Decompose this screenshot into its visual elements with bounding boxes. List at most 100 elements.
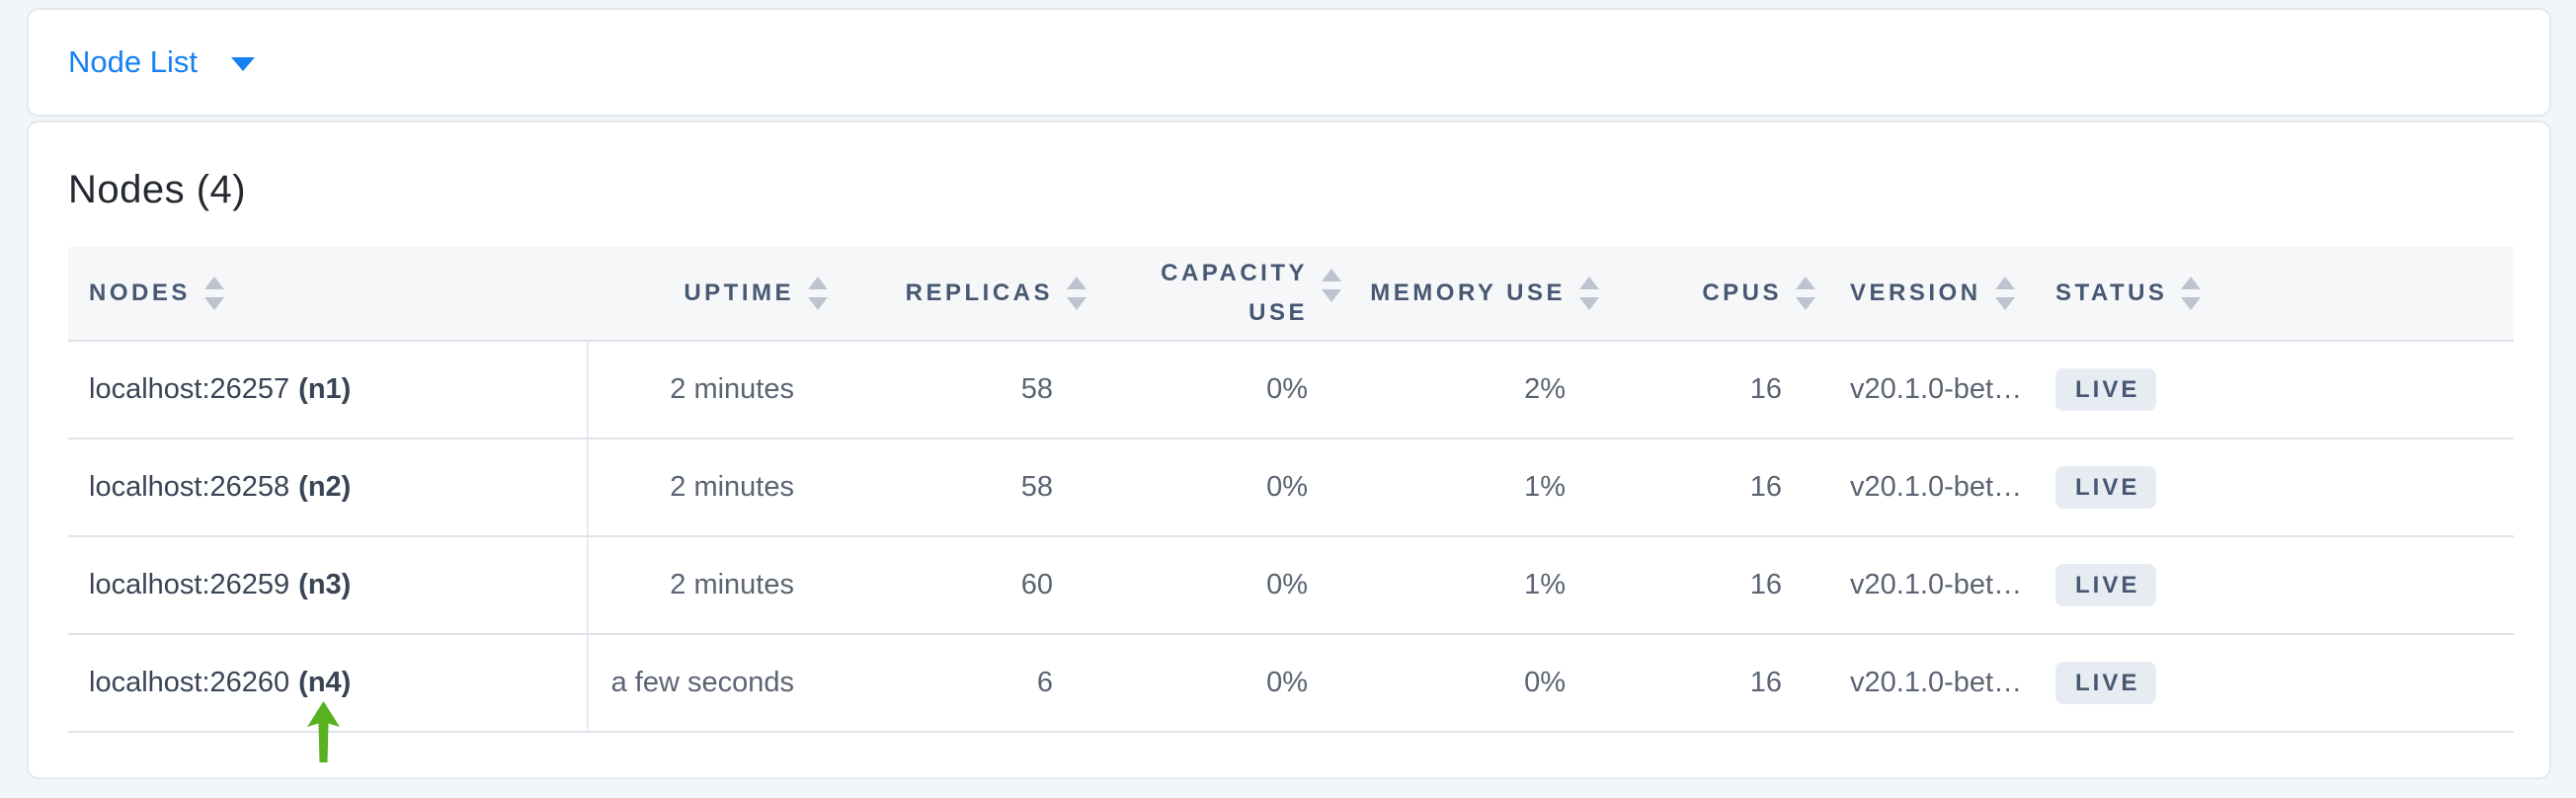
- view-selector-bar: Node List: [27, 8, 2551, 117]
- column-header-cpus[interactable]: CPUS: [1613, 247, 1829, 340]
- table-row[interactable]: localhost:26257 (n1) 2 minutes 58 0% 2% 16 v20.…: [68, 342, 2514, 439]
- sort-arrows-icon: [1067, 277, 1087, 310]
- cpus-value: 16: [1749, 471, 1782, 503]
- table-row[interactable]: localhost:26258 (n2) 2 minutes 58 0% 1% 16 v20.…: [68, 439, 2514, 537]
- cpus-value: 16: [1749, 373, 1782, 405]
- replicas-value: 60: [1020, 569, 1053, 600]
- cell-memory_use: 2%: [1355, 342, 1613, 438]
- sort-arrows-icon: [2181, 277, 2202, 310]
- uptime-value: 2 minutes: [670, 471, 794, 503]
- cell-version: v20.1.0-bet…: [1829, 537, 2035, 633]
- cell-capacity_use: 0%: [1100, 439, 1355, 535]
- version-value: v20.1.0-bet…: [1850, 471, 2023, 503]
- memory_use-value: 2%: [1524, 373, 1566, 405]
- page-title: Nodes (4): [68, 168, 247, 211]
- node-id: (n2): [298, 471, 352, 503]
- cell-cpus: 16: [1613, 342, 1829, 438]
- column-header-capacity_use[interactable]: CAPACITY USE: [1100, 247, 1355, 340]
- uptime-value: a few seconds: [610, 667, 794, 698]
- node-list-dropdown-label: Node List: [68, 44, 198, 79]
- cell-cpus: 16: [1613, 635, 1829, 731]
- cell-replicas: 58: [842, 342, 1100, 438]
- cell-capacity_use: 0%: [1100, 342, 1355, 438]
- column-header-label: MEMORY USE: [1370, 279, 1566, 306]
- node-address: localhost:26257: [89, 373, 290, 405]
- column-header-label: STATUS: [2055, 279, 2168, 306]
- node-id: (n3): [298, 569, 352, 600]
- uptime-value: 2 minutes: [670, 569, 794, 600]
- cpus-value: 16: [1749, 667, 1782, 698]
- sort-arrows-icon: [808, 277, 828, 310]
- status-badge: LIVE: [2055, 564, 2157, 606]
- capacity_use-value: 0%: [1266, 667, 1308, 698]
- node-list-dropdown[interactable]: Node List: [68, 44, 255, 80]
- column-header-uptime[interactable]: UPTIME: [589, 247, 842, 340]
- sort-arrows-icon: [1322, 269, 1341, 302]
- cell-cpus: 16: [1613, 439, 1829, 535]
- cell-status: LIVE: [2035, 439, 2514, 535]
- column-header-label: CAPACITY USE: [1161, 260, 1308, 326]
- cell-nodes: localhost:26259 (n3): [68, 537, 589, 633]
- column-header-replicas[interactable]: REPLICAS: [842, 247, 1100, 340]
- cell-status: LIVE: [2035, 537, 2514, 633]
- cell-replicas: 6: [842, 635, 1100, 731]
- cpus-value: 16: [1749, 569, 1782, 600]
- table-header-row: NODES UPTIME REPLICAS CAPACITY USE MEMORY US…: [68, 247, 2514, 342]
- uptime-value: 2 minutes: [670, 373, 794, 405]
- sort-arrows-icon: [203, 277, 224, 310]
- cell-uptime: 2 minutes: [589, 439, 842, 535]
- column-header-label: VERSION: [1850, 279, 1981, 306]
- replicas-value: 6: [1036, 667, 1053, 698]
- memory_use-value: 1%: [1524, 471, 1566, 503]
- table-row[interactable]: localhost:26260 (n4) a few seconds 6 0% 0% 16 v…: [68, 635, 2514, 733]
- cell-memory_use: 0%: [1355, 635, 1613, 731]
- node-id: (n4): [298, 667, 352, 698]
- column-header-label: CPUS: [1702, 279, 1782, 306]
- cell-replicas: 58: [842, 439, 1100, 535]
- cell-cpus: 16: [1613, 537, 1829, 633]
- cell-version: v20.1.0-bet…: [1829, 635, 2035, 731]
- status-badge: LIVE: [2055, 662, 2157, 704]
- column-header-label: UPTIME: [684, 279, 794, 306]
- node-address: localhost:26260: [89, 667, 290, 698]
- memory_use-value: 1%: [1524, 569, 1566, 600]
- replicas-value: 58: [1020, 471, 1053, 503]
- cell-memory_use: 1%: [1355, 537, 1613, 633]
- status-badge: LIVE: [2055, 368, 2157, 411]
- cell-version: v20.1.0-bet…: [1829, 342, 2035, 438]
- table-body: localhost:26257 (n1) 2 minutes 58 0% 2% 16 v20.…: [68, 342, 2514, 733]
- cell-capacity_use: 0%: [1100, 537, 1355, 633]
- cell-version: v20.1.0-bet…: [1829, 439, 2035, 535]
- capacity_use-value: 0%: [1266, 471, 1308, 503]
- column-header-status[interactable]: STATUS: [2035, 247, 2514, 340]
- version-value: v20.1.0-bet…: [1850, 373, 2023, 405]
- column-header-memory_use[interactable]: MEMORY USE: [1355, 247, 1613, 340]
- column-header-nodes[interactable]: NODES: [68, 247, 589, 340]
- cell-uptime: 2 minutes: [589, 537, 842, 633]
- table-row[interactable]: localhost:26259 (n3) 2 minutes 60 0% 1% 16 v20.…: [68, 537, 2514, 635]
- memory_use-value: 0%: [1524, 667, 1566, 698]
- cell-status: LIVE: [2035, 635, 2514, 731]
- version-value: v20.1.0-bet…: [1850, 569, 2023, 600]
- status-badge: LIVE: [2055, 466, 2157, 509]
- cell-replicas: 60: [842, 537, 1100, 633]
- column-header-version[interactable]: VERSION: [1829, 247, 2035, 340]
- nodes-card: Nodes (4) NODES UPTIME REPLICAS CAPACITY US…: [27, 120, 2551, 779]
- version-value: v20.1.0-bet…: [1850, 667, 2023, 698]
- node-address: localhost:26258: [89, 471, 290, 503]
- cell-nodes: localhost:26260 (n4): [68, 635, 589, 731]
- cell-uptime: 2 minutes: [589, 342, 842, 438]
- cell-uptime: a few seconds: [589, 635, 842, 731]
- caret-down-icon: [230, 57, 255, 71]
- sort-arrows-icon: [1796, 277, 1815, 310]
- cell-nodes: localhost:26257 (n1): [68, 342, 589, 438]
- replicas-value: 58: [1020, 373, 1053, 405]
- node-id: (n1): [298, 373, 352, 405]
- nodes-table: NODES UPTIME REPLICAS CAPACITY USE MEMORY US…: [68, 247, 2514, 733]
- column-header-label: NODES: [89, 279, 191, 306]
- sort-arrows-icon: [1579, 277, 1599, 310]
- column-header-label: REPLICAS: [905, 279, 1053, 306]
- node-address: localhost:26259: [89, 569, 290, 600]
- cell-nodes: localhost:26258 (n2): [68, 439, 589, 535]
- cell-status: LIVE: [2035, 342, 2514, 438]
